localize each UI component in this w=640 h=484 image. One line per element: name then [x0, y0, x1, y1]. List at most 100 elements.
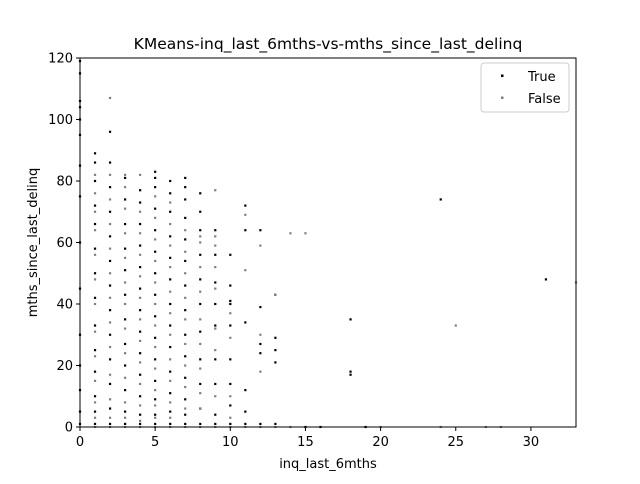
- point-true-124: [214, 324, 217, 327]
- point-true-93: [169, 192, 172, 195]
- point-true-90: [169, 256, 172, 259]
- point-true-70: [154, 379, 157, 382]
- point-true-99: [184, 355, 187, 358]
- point-true-108: [184, 176, 187, 180]
- point-true-75: [154, 272, 157, 275]
- point-true-95: [184, 422, 187, 426]
- point-false-59: [154, 302, 157, 306]
- x-tick-label-5: 25: [447, 435, 464, 450]
- point-true-68: [154, 413, 157, 416]
- point-true-120: [214, 422, 217, 426]
- point-true-112: [199, 358, 202, 361]
- point-false-40: [139, 419, 142, 422]
- point-false-10: [93, 210, 97, 213]
- point-true-80: [154, 176, 157, 180]
- point-true-158: [349, 318, 352, 321]
- point-false-46: [139, 296, 142, 299]
- point-true-62: [139, 266, 142, 269]
- point-false-76: [169, 201, 172, 204]
- point-true-37: [108, 235, 112, 238]
- legend-label-false: False: [528, 92, 561, 107]
- point-false-61: [154, 259, 157, 263]
- point-true-34: [108, 309, 112, 312]
- point-true-40: [108, 161, 112, 164]
- x-axis: 0 5 10 15 20 25 30: [76, 427, 539, 450]
- point-false-22: [108, 222, 112, 226]
- point-false-50: [139, 210, 142, 213]
- point-true-135: [229, 299, 232, 303]
- point-false-35: [123, 232, 127, 235]
- point-true-133: [229, 324, 232, 327]
- point-true-59: [139, 330, 142, 333]
- point-true-29: [108, 422, 112, 426]
- point-false-110: [229, 312, 232, 315]
- y-tick-label-3: 60: [56, 236, 73, 251]
- point-true-114: [199, 302, 202, 306]
- point-false-33: [123, 281, 127, 284]
- point-false-67: [169, 401, 172, 404]
- point-false-96: [199, 235, 202, 238]
- point-true-157: [349, 370, 352, 373]
- point-true-88: [169, 302, 172, 306]
- point-false-51: [139, 173, 142, 176]
- point-true-119: [199, 192, 202, 195]
- point-false-105: [214, 189, 217, 192]
- point-false-44: [139, 339, 142, 342]
- point-false-68: [169, 379, 172, 382]
- point-true-144: [259, 422, 262, 426]
- point-true-76: [154, 250, 157, 253]
- point-true-113: [199, 330, 202, 333]
- point-false-27: [123, 416, 127, 419]
- point-false-56: [154, 367, 157, 370]
- point-true-21: [93, 296, 97, 299]
- point-false-30: [123, 352, 127, 355]
- point-true-77: [154, 229, 157, 232]
- point-true-57: [139, 373, 142, 376]
- point-true-143: [244, 204, 247, 207]
- point-false-4: [93, 355, 97, 358]
- point-false-14: [108, 416, 112, 419]
- point-true-138: [244, 422, 247, 426]
- point-false-64: [154, 195, 157, 198]
- point-false-119: [274, 293, 277, 296]
- point-false-98: [214, 395, 217, 398]
- point-false-84: [184, 272, 187, 275]
- point-true-156: [349, 373, 352, 376]
- point-true-16: [93, 410, 97, 413]
- point-false-81: [184, 342, 187, 346]
- point-false-23: [108, 198, 112, 201]
- point-false-94: [199, 266, 202, 269]
- point-true-151: [274, 349, 277, 352]
- point-false-16: [108, 373, 112, 376]
- point-false-57: [154, 345, 157, 349]
- point-false-121: [289, 232, 292, 235]
- point-true-36: [108, 259, 112, 263]
- point-true-145: [259, 352, 262, 355]
- point-false-53: [154, 416, 157, 419]
- point-false-100: [214, 327, 217, 330]
- x-tick-label-3: 15: [297, 435, 314, 450]
- point-false-17: [108, 345, 112, 349]
- point-false-122: [304, 232, 307, 235]
- point-true-83: [169, 410, 172, 413]
- y-tick-label-1: 20: [56, 359, 73, 374]
- point-true-87: [169, 324, 172, 327]
- point-true-103: [184, 259, 187, 263]
- point-false-43: [139, 361, 142, 364]
- point-false-12: [93, 173, 97, 176]
- point-true-64: [139, 222, 142, 226]
- point-false-125: [454, 324, 457, 327]
- point-false-47: [139, 275, 142, 278]
- point-true-67: [154, 422, 157, 426]
- point-false-5: [93, 330, 97, 333]
- point-true-100: [184, 333, 187, 336]
- point-false-28: [123, 401, 127, 404]
- point-true-54: [139, 422, 142, 426]
- point-true-31: [108, 382, 112, 386]
- point-true-79: [154, 186, 157, 189]
- point-true-24: [93, 222, 97, 226]
- point-false-75: [169, 222, 172, 226]
- point-true-106: [184, 198, 187, 201]
- point-true-102: [184, 284, 187, 287]
